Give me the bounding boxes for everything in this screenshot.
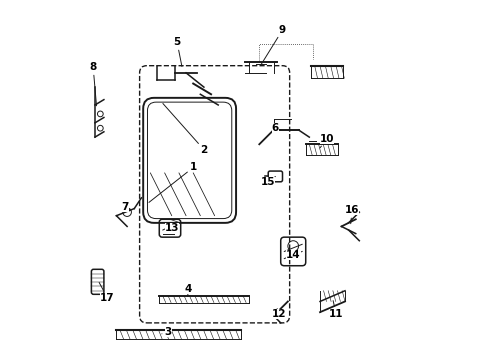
Text: 11: 11 xyxy=(329,301,343,319)
Text: 14: 14 xyxy=(286,250,300,260)
Text: 10: 10 xyxy=(320,134,334,148)
Text: 1: 1 xyxy=(149,162,197,202)
FancyBboxPatch shape xyxy=(143,98,236,223)
Text: 17: 17 xyxy=(99,283,115,303)
Text: 4: 4 xyxy=(184,284,192,296)
Text: 6: 6 xyxy=(272,123,281,133)
Text: 9: 9 xyxy=(261,25,286,65)
Text: 13: 13 xyxy=(165,223,179,233)
Text: 8: 8 xyxy=(90,63,97,106)
Text: 7: 7 xyxy=(122,202,131,212)
Text: 12: 12 xyxy=(271,309,286,319)
Text: 16: 16 xyxy=(345,205,360,224)
Text: 3: 3 xyxy=(162,327,172,337)
Text: 2: 2 xyxy=(163,103,208,155)
Text: 5: 5 xyxy=(173,37,182,67)
Text: 15: 15 xyxy=(261,176,275,187)
